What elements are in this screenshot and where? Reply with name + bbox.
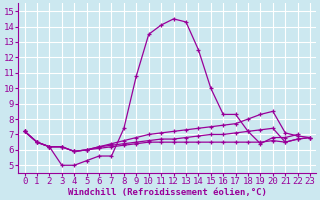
- X-axis label: Windchill (Refroidissement éolien,°C): Windchill (Refroidissement éolien,°C): [68, 188, 267, 197]
